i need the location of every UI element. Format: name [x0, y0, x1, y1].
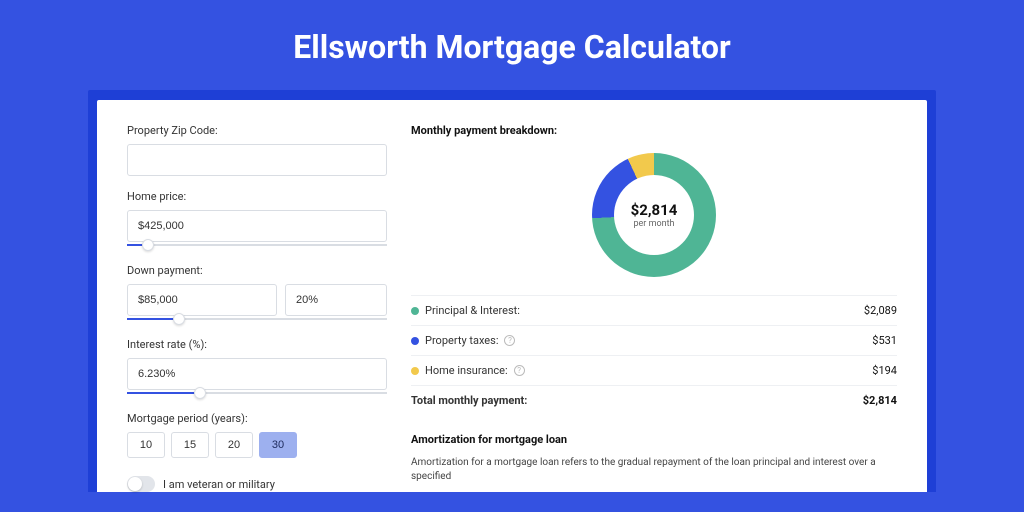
breakdown-label-text: Property taxes:: [425, 334, 498, 347]
period-button-20[interactable]: 20: [215, 432, 253, 458]
interest-group: Interest rate (%):: [127, 338, 387, 398]
period-group: Mortgage period (years): 10152030: [127, 412, 387, 458]
slider-fill: [127, 392, 200, 394]
breakdown-row: Property taxes:? $531: [411, 325, 897, 355]
period-row: 10152030: [127, 432, 387, 458]
donut-value: $2,814: [631, 201, 678, 219]
period-label: Mortgage period (years):: [127, 412, 387, 425]
breakdown-column: Monthly payment breakdown: $2,814 per mo…: [411, 124, 897, 492]
home-price-slider[interactable]: [127, 244, 387, 250]
down-payment-slider[interactable]: [127, 318, 387, 324]
info-icon[interactable]: ?: [504, 335, 515, 346]
donut-hole: $2,814 per month: [614, 175, 694, 255]
form-column: Property Zip Code: Home price: Down paym…: [127, 124, 387, 492]
amortization-section: Amortization for mortgage loan Amortizat…: [411, 433, 897, 484]
breakdown-label: Home insurance:?: [411, 364, 525, 377]
calculator-card: Property Zip Code: Home price: Down paym…: [97, 100, 927, 492]
legend-dot: [411, 307, 419, 315]
breakdown-value: $531: [872, 334, 897, 347]
slider-thumb[interactable]: [173, 313, 185, 325]
slider-thumb[interactable]: [194, 387, 206, 399]
amortization-text: Amortization for a mortgage loan refers …: [411, 456, 897, 484]
total-row: Total monthly payment: $2,814: [411, 385, 897, 415]
donut-zone: $2,814 per month: [411, 147, 897, 283]
period-button-30[interactable]: 30: [259, 432, 297, 458]
zip-input[interactable]: [127, 144, 387, 176]
interest-input[interactable]: [127, 358, 387, 390]
amortization-title: Amortization for mortgage loan: [411, 433, 897, 446]
down-payment-group: Down payment:: [127, 264, 387, 324]
period-button-15[interactable]: 15: [171, 432, 209, 458]
breakdown-label-text: Principal & Interest:: [425, 304, 520, 317]
breakdown-rows: Principal & Interest: $2,089 Property taxe…: [411, 295, 897, 385]
legend-dot: [411, 337, 419, 345]
breakdown-title: Monthly payment breakdown:: [411, 124, 897, 137]
veteran-toggle[interactable]: [127, 476, 155, 492]
info-icon[interactable]: ?: [514, 365, 525, 376]
down-payment-pct-input[interactable]: [285, 284, 387, 316]
zip-label: Property Zip Code:: [127, 124, 387, 137]
veteran-label: I am veteran or military: [163, 478, 275, 491]
slider-thumb[interactable]: [142, 239, 154, 251]
home-price-input[interactable]: [127, 210, 387, 242]
donut-chart: $2,814 per month: [592, 153, 716, 277]
breakdown-label-text: Home insurance:: [425, 364, 508, 377]
breakdown-value: $194: [872, 364, 897, 377]
veteran-row: I am veteran or military: [127, 476, 387, 492]
down-payment-label: Down payment:: [127, 264, 387, 277]
legend-dot: [411, 367, 419, 375]
breakdown-row: Home insurance:? $194: [411, 355, 897, 385]
card-shadow: Property Zip Code: Home price: Down paym…: [88, 90, 936, 492]
breakdown-value: $2,089: [864, 304, 897, 317]
page-title: Ellsworth Mortgage Calculator: [0, 0, 1024, 90]
interest-slider[interactable]: [127, 392, 387, 398]
slider-track: [127, 244, 387, 246]
breakdown-label: Principal & Interest:: [411, 304, 520, 317]
breakdown-row: Principal & Interest: $2,089: [411, 295, 897, 325]
donut-sub: per month: [633, 219, 674, 229]
down-payment-input[interactable]: [127, 284, 277, 316]
breakdown-label: Property taxes:?: [411, 334, 515, 347]
interest-label: Interest rate (%):: [127, 338, 387, 351]
home-price-label: Home price:: [127, 190, 387, 203]
total-value: $2,814: [863, 394, 897, 407]
home-price-group: Home price:: [127, 190, 387, 250]
total-label: Total monthly payment:: [411, 394, 527, 407]
slider-fill: [127, 318, 179, 320]
period-button-10[interactable]: 10: [127, 432, 165, 458]
zip-group: Property Zip Code:: [127, 124, 387, 176]
